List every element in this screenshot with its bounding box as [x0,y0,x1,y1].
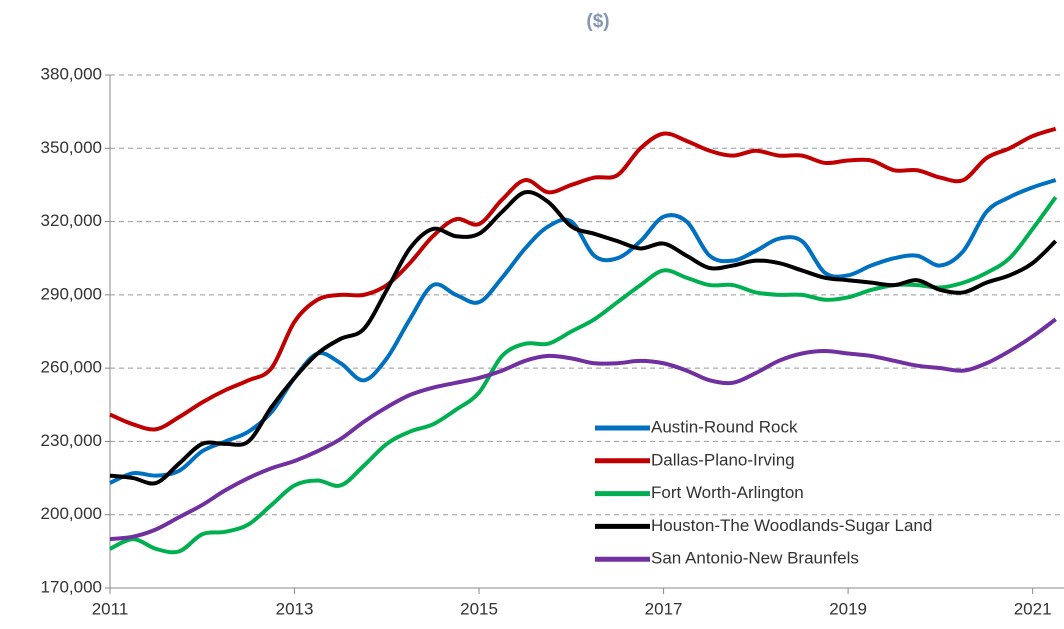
series-line [109,195,1058,555]
y-tick-label: 350,000 [41,138,102,157]
legend-label: Austin-Round Rock [651,417,798,436]
series-line [109,189,1058,486]
y-tick-label: 230,000 [41,431,102,450]
y-tick-label: 200,000 [41,504,102,523]
series-line [109,317,1057,542]
chart-title: ($) [586,11,609,32]
y-tick-label: 260,000 [41,358,102,377]
x-tick-label: 2017 [645,599,683,618]
y-tick-label: 320,000 [41,211,102,230]
legend-label: Fort Worth-Arlington [651,483,804,502]
x-tick-label: 2019 [829,599,867,618]
x-tick-label: 2013 [276,599,314,618]
legend-label: Houston-The Woodlands-Sugar Land [651,516,932,535]
y-tick-label: 170,000 [41,577,102,596]
legend-label: Dallas-Plano-Irving [651,450,795,469]
y-tick-label: 380,000 [41,64,102,83]
x-tick-label: 2015 [460,599,498,618]
legend-label: San Antonio-New Braunfels [651,549,859,568]
series-line [109,178,1057,485]
series-line [109,126,1057,432]
x-tick-label: 2011 [92,599,129,618]
y-tick-label: 290,000 [41,284,102,303]
x-tick-label: 2021 [1014,599,1052,618]
